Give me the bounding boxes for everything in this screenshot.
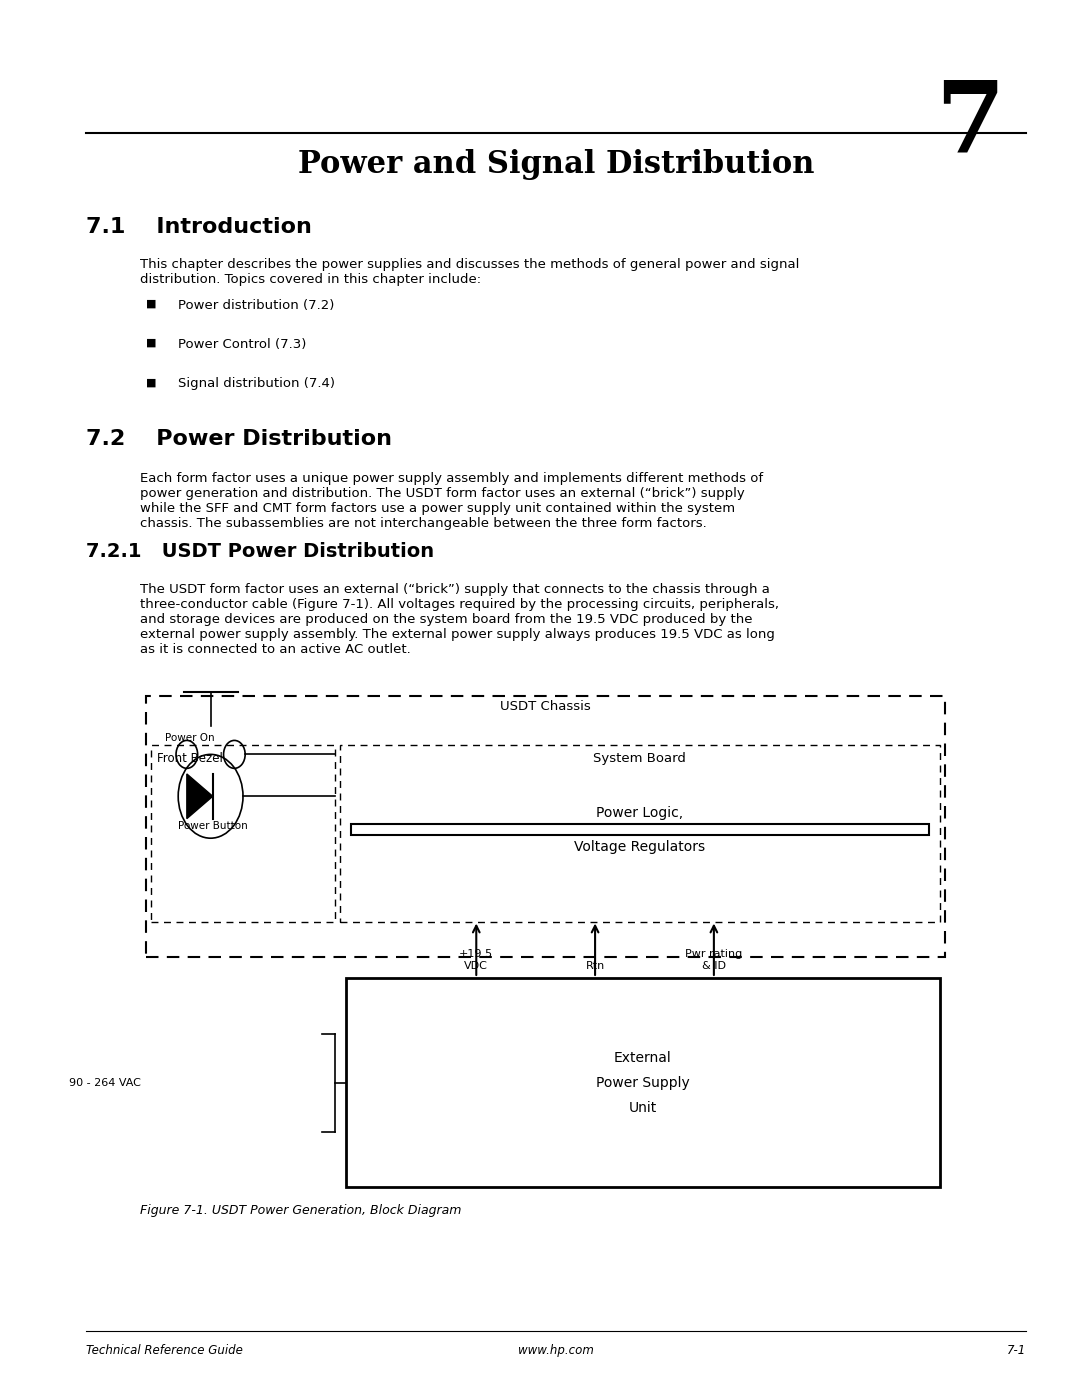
Text: External: External bbox=[613, 1051, 672, 1065]
Text: Each form factor uses a unique power supply assembly and implements different me: Each form factor uses a unique power sup… bbox=[140, 472, 764, 531]
Text: Power Logic,: Power Logic, bbox=[596, 806, 684, 820]
FancyBboxPatch shape bbox=[346, 978, 940, 1187]
Text: ■: ■ bbox=[146, 299, 157, 309]
Text: 7.1    Introduction: 7.1 Introduction bbox=[86, 217, 312, 236]
Polygon shape bbox=[187, 774, 213, 819]
Text: Power Button: Power Button bbox=[178, 821, 248, 831]
Text: Power Control (7.3): Power Control (7.3) bbox=[178, 338, 307, 351]
Text: 7.2.1   USDT Power Distribution: 7.2.1 USDT Power Distribution bbox=[86, 542, 434, 562]
Text: 7.2    Power Distribution: 7.2 Power Distribution bbox=[86, 429, 392, 448]
Text: 7: 7 bbox=[935, 77, 1004, 173]
Text: Power On: Power On bbox=[165, 733, 215, 743]
Text: Figure 7-1. USDT Power Generation, Block Diagram: Figure 7-1. USDT Power Generation, Block… bbox=[140, 1204, 462, 1217]
Text: Technical Reference Guide: Technical Reference Guide bbox=[86, 1344, 243, 1356]
Text: Power distribution (7.2): Power distribution (7.2) bbox=[178, 299, 335, 312]
Text: +19.5
VDC: +19.5 VDC bbox=[459, 950, 494, 971]
Text: Pwr rating
& ID: Pwr rating & ID bbox=[685, 950, 743, 971]
Text: ■: ■ bbox=[146, 377, 157, 387]
Text: Rtn: Rtn bbox=[585, 961, 605, 971]
FancyBboxPatch shape bbox=[351, 824, 929, 835]
Text: System Board: System Board bbox=[594, 752, 686, 764]
Text: 7-1: 7-1 bbox=[1007, 1344, 1026, 1356]
Text: The USDT form factor uses an external (“brick”) supply that connects to the chas: The USDT form factor uses an external (“… bbox=[140, 583, 780, 655]
Text: www.hp.com: www.hp.com bbox=[518, 1344, 594, 1356]
Text: Power and Signal Distribution: Power and Signal Distribution bbox=[298, 149, 814, 180]
Text: Front Bezel: Front Bezel bbox=[157, 752, 222, 764]
Text: Signal distribution (7.4): Signal distribution (7.4) bbox=[178, 377, 335, 390]
Text: This chapter describes the power supplies and discusses the methods of general p: This chapter describes the power supplie… bbox=[140, 258, 800, 286]
Text: Power Supply: Power Supply bbox=[596, 1076, 689, 1090]
Text: Unit: Unit bbox=[629, 1101, 657, 1115]
Text: USDT Chassis: USDT Chassis bbox=[500, 700, 591, 712]
Text: Voltage Regulators: Voltage Regulators bbox=[575, 840, 705, 854]
Text: 90 - 264 VAC: 90 - 264 VAC bbox=[68, 1077, 140, 1088]
Text: ■: ■ bbox=[146, 338, 157, 348]
